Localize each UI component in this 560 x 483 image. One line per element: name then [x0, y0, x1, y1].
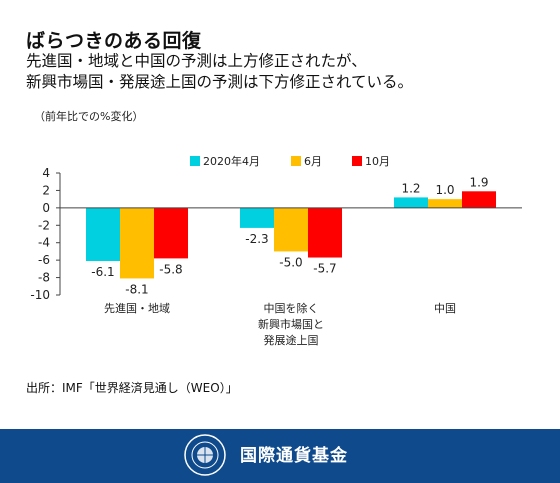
- category-label: 新興市場国と: [258, 317, 324, 331]
- category-label: 発展途上国: [264, 333, 319, 347]
- data-label: -8.1: [125, 282, 148, 296]
- data-label: -5.0: [279, 255, 302, 269]
- y-tick-label: 0: [42, 201, 50, 215]
- data-label: -5.8: [159, 262, 182, 276]
- data-label: -2.3: [245, 232, 268, 246]
- source-note: 出所：IMF「世界経済見通し（WEO）」: [26, 381, 238, 395]
- y-tick-label: -2: [38, 218, 50, 232]
- legend-label: 2020年4月: [203, 154, 260, 168]
- legend-label: 6月: [304, 155, 322, 168]
- bar-chart: 4 2 0 -2 -4 -6 -8 -10 -6.1 -2.3 1.2 -8.1 -5.0 1.0 -5.8…: [30, 154, 522, 347]
- subtitle-line-2: 新興市場国・発展途上国の予測は下方修正されている。: [26, 73, 414, 91]
- footer-bar: 国際通貨基金: [0, 429, 560, 483]
- data-label: 1.2: [401, 181, 420, 195]
- category-label: 中国: [434, 302, 456, 315]
- legend-label: 10月: [365, 155, 390, 168]
- page-subtitle: 先進国・地域と中国の予測は上方修正されたが、 新興市場国・発展途上国の予測は下方…: [26, 51, 413, 93]
- legend-swatch: [352, 156, 362, 166]
- category-label: 先進国・地域: [104, 302, 170, 315]
- data-label: 1.0: [435, 183, 454, 197]
- bar: [240, 207, 274, 228]
- org-name: 国際通貨基金: [240, 446, 348, 466]
- data-label: -6.1: [91, 265, 114, 279]
- y-tick-label: -8: [38, 271, 50, 285]
- legend-swatch: [190, 156, 200, 166]
- imf-seal-icon: [184, 434, 226, 476]
- bar: [394, 197, 428, 208]
- bar: [274, 207, 308, 252]
- page-title: ばらつきのある回復: [26, 30, 202, 52]
- y-tick-label: -10: [30, 288, 50, 302]
- bar: [154, 207, 188, 259]
- data-label: -5.7: [313, 262, 336, 276]
- bar: [86, 207, 120, 262]
- y-tick-label: 4: [42, 166, 50, 180]
- bar: [428, 199, 462, 208]
- category-label: 中国を除く: [264, 301, 319, 315]
- legend-swatch: [291, 156, 301, 166]
- y-tick-label: -6: [38, 253, 50, 267]
- bar: [120, 207, 154, 279]
- bar: [308, 207, 342, 258]
- subtitle-line-1: 先進国・地域と中国の予測は上方修正されたが、: [26, 52, 367, 70]
- y-axis-label: （前年比での%変化）: [34, 110, 144, 123]
- data-label: 1.9: [469, 175, 488, 189]
- y-tick-label: -4: [38, 236, 50, 250]
- bar: [462, 191, 496, 208]
- y-tick-label: 2: [42, 183, 50, 197]
